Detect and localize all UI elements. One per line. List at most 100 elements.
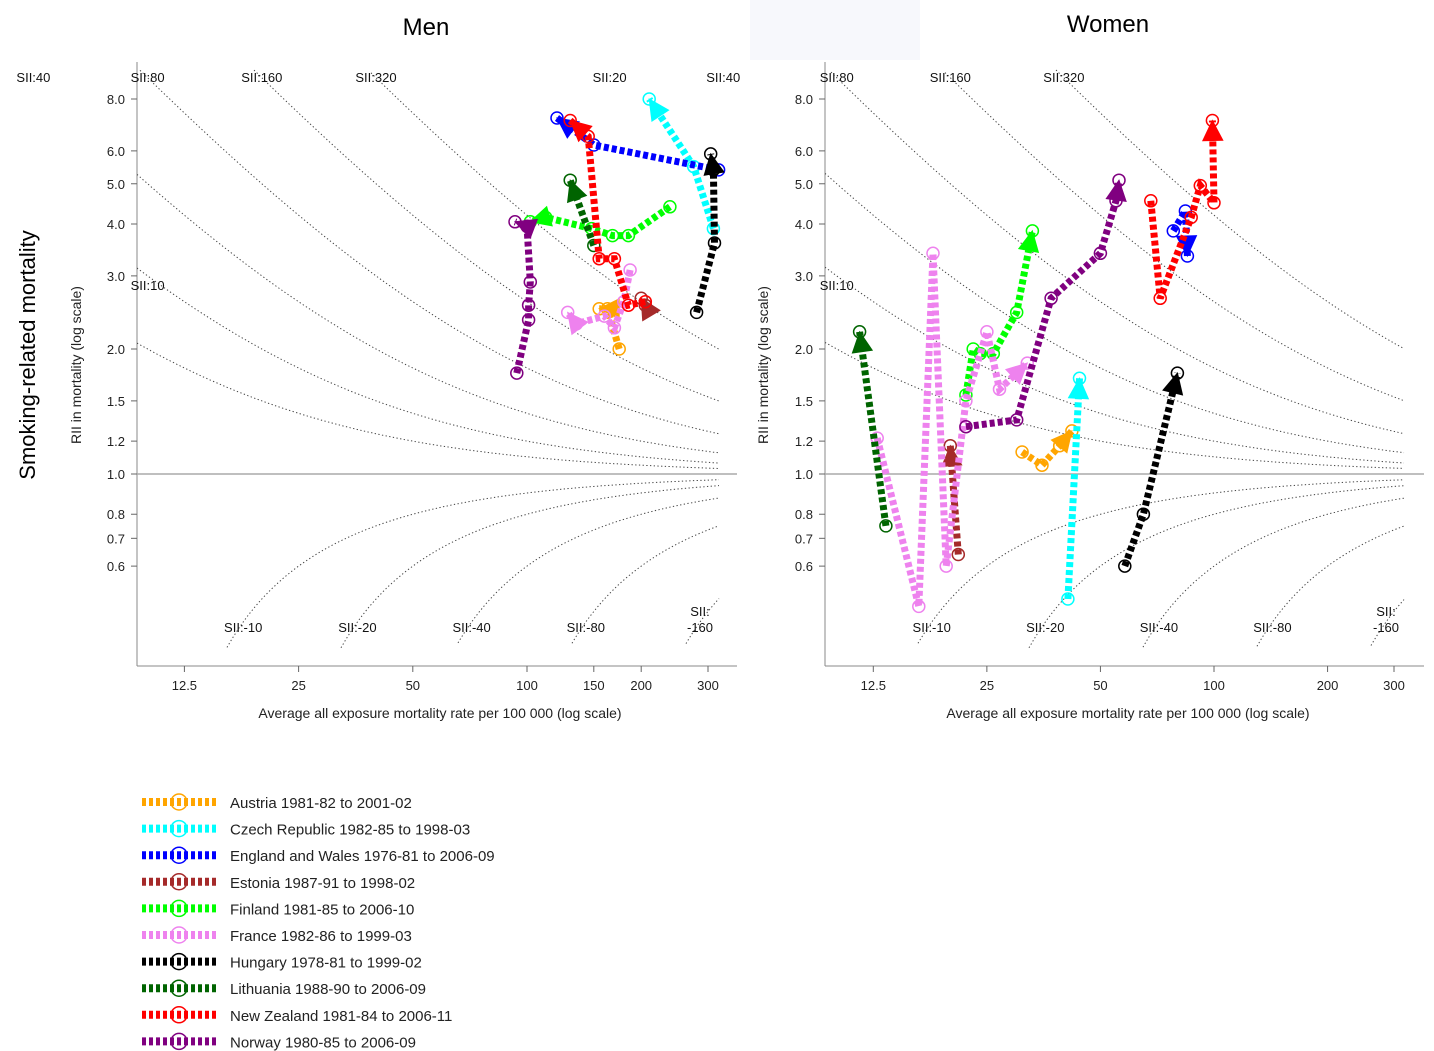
women-sii-label: SII:160: [930, 70, 971, 85]
legend: Austria 1981-82 to 2001-02 Czech Republic…: [142, 793, 495, 1051]
women-series: [870, 246, 1035, 614]
legend-swatch-marker: [170, 1006, 188, 1024]
women-x-axis-label: Average all exposure mortality rate per …: [946, 705, 1309, 721]
women-series: [1118, 366, 1185, 573]
women-sii-isoline: [1256, 525, 1405, 647]
women-series-arrowhead: [1004, 362, 1029, 385]
men-x-tick-label: 100: [516, 678, 538, 693]
men-sii-isoline: [137, 267, 720, 464]
women-data-point: [939, 559, 953, 573]
men-sii-label: SII:40: [16, 70, 50, 85]
men-y-tick-label: 1.0: [107, 467, 125, 482]
women-sii-isoline: [825, 173, 1405, 454]
men-series-arrowhead: [566, 311, 589, 336]
women-data-point: [959, 394, 973, 408]
women-data-point: [1009, 413, 1024, 427]
women-sii-label: SII: -160: [1373, 604, 1399, 635]
men-data-point: [560, 305, 575, 320]
men-sii-isolines: [137, 69, 720, 649]
women-series-arrowhead: [1162, 371, 1184, 396]
men-y-tick-label: 0.7: [107, 531, 125, 546]
legend-label: Lithuania 1988-90 to 2006-09: [230, 981, 426, 998]
women-series-line: [962, 230, 1036, 396]
women-data-point: [959, 419, 973, 434]
women-panel-title: Women: [1067, 11, 1149, 38]
women-y-axis-label: RII in mortality (log scale): [755, 286, 771, 444]
women-data-point: [912, 599, 926, 614]
legend-label: Finland 1981-85 to 2006-10: [230, 901, 414, 918]
men-sii-label: SII:320: [355, 70, 396, 85]
men-series-arrowhead: [513, 218, 539, 240]
women-sii-label: SII:80: [820, 70, 854, 85]
men-axis-ticks: 0.6 0.7 0.8 1.0 1.2 1.5 2.0 3.0 4.0 5.0 6.0 8.0 12.5…: [107, 92, 719, 693]
legend-item: Hungary 1978-81 to 1999-02: [142, 952, 422, 972]
women-series: [959, 224, 1040, 402]
men-data-point: [638, 294, 653, 309]
men-data-point: [642, 92, 656, 106]
men-series-arrowhead: [703, 152, 725, 176]
men-data-point: [607, 251, 622, 266]
women-sii-label: SII:-10: [913, 620, 951, 635]
legend-item: Estonia 1987-91 to 1998-02: [142, 873, 415, 892]
y-axis-title: Smoking-related mortality: [15, 230, 40, 479]
legend-item: Finland 1981-85 to 2006-10: [142, 899, 414, 918]
women-series-arrowhead: [1050, 430, 1073, 454]
women-panel: Women 0.6 0.7 0.8 1.0 1.2 1.5 2.0 3.0 4.0 5.0 6.0 8…: [593, 0, 1424, 721]
women-data-point: [1035, 458, 1049, 472]
men-y-tick-label: 0.6: [107, 559, 125, 574]
men-data-point: [510, 366, 524, 380]
men-y-tick-label: 1.2: [107, 434, 125, 449]
men-series-arrowhead: [648, 98, 670, 123]
women-data-point: [1184, 210, 1198, 225]
women-y-tick-label: 0.6: [795, 559, 813, 574]
women-sii-label: SII:-80: [1253, 620, 1291, 635]
women-series: [959, 173, 1127, 434]
women-sii-label: SII:320: [1043, 70, 1084, 85]
women-sii-label: SII:40: [706, 70, 740, 85]
men-sii-isoline: [137, 342, 720, 469]
men-panel-title: Men: [403, 14, 450, 41]
women-y-tick-label: 1.5: [795, 394, 813, 409]
men-sii-label: SII:10: [131, 278, 165, 293]
women-x-tick-label: 50: [1093, 678, 1107, 693]
men-series: [550, 111, 726, 177]
men-data-point: [597, 309, 612, 323]
men-data-point: [605, 228, 620, 243]
women-series-line: [1121, 372, 1181, 568]
men-sii-label: SII:-20: [338, 620, 376, 635]
men-series: [563, 113, 653, 312]
women-data-point: [1153, 291, 1167, 306]
women-sii-label: SII:10: [820, 278, 854, 293]
men-sii-isoline: [139, 69, 720, 435]
women-series-arrowhead: [1105, 179, 1127, 203]
women-data-point: [1093, 246, 1108, 261]
women-sii-label: SII:-40: [1140, 620, 1178, 635]
women-series: [1015, 424, 1079, 472]
women-sii-labels: SII:10 SII:20 SII:40 SII:80 SII:160 SII:320 SI…: [593, 70, 1399, 635]
legend-swatch-marker: [170, 819, 188, 838]
men-x-tick-label: 25: [291, 678, 305, 693]
legend-item: England and Wales 1976-81 to 2006-09: [142, 846, 495, 865]
women-sii-isoline: [825, 266, 1405, 464]
women-data-point: [1061, 592, 1075, 606]
women-series: [1144, 113, 1224, 306]
men-sii-label: SII:-80: [567, 620, 605, 635]
women-data-point: [1207, 196, 1221, 210]
legend-label: England and Wales 1976-81 to 2006-09: [230, 848, 495, 865]
men-data-point: [523, 275, 538, 289]
women-series-arrowhead: [1017, 229, 1040, 254]
women-sii-isoline: [917, 479, 1405, 644]
women-axis-ticks: 0.6 0.7 0.8 1.0 1.2 1.5 2.0 3.0 4.0 5.0 6.0 8.0 12.5…: [795, 92, 1405, 693]
men-sii-isoline: [370, 72, 720, 350]
legend-swatch-marker: [170, 873, 188, 891]
women-y-tick-label: 0.8: [795, 507, 813, 522]
men-data-point: [550, 111, 564, 125]
men-series-line: [646, 97, 717, 230]
women-data-point: [1009, 305, 1024, 320]
men-x-tick-label: 150: [583, 678, 605, 693]
legend-label: New Zealand 1981-84 to 2006-11: [230, 1008, 452, 1025]
men-y-tick-label: 6.0: [107, 144, 125, 159]
legend-swatch-marker: [170, 846, 188, 864]
men-x-tick-label: 50: [406, 678, 420, 693]
